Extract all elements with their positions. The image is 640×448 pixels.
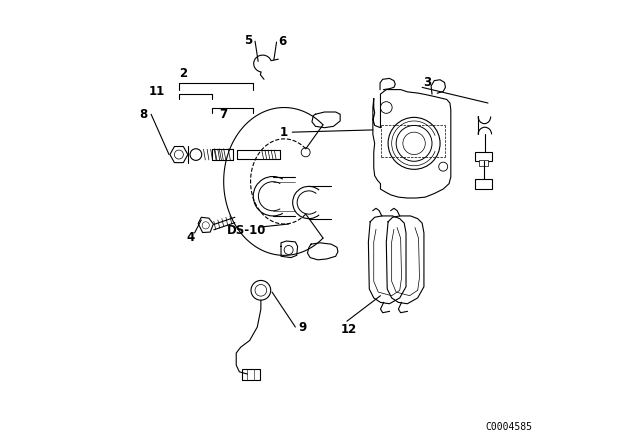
FancyBboxPatch shape [476,179,492,189]
Text: 4: 4 [186,231,194,244]
Text: DS-10: DS-10 [227,224,266,237]
Text: 8: 8 [139,108,147,121]
Text: 9: 9 [298,320,306,334]
FancyBboxPatch shape [476,152,492,161]
Circle shape [251,280,271,300]
Text: 12: 12 [341,323,357,336]
Text: 7: 7 [220,108,228,121]
FancyBboxPatch shape [242,369,260,380]
Text: 5: 5 [244,34,252,47]
Text: C0004585: C0004585 [486,422,533,432]
Polygon shape [198,217,213,233]
Text: 1: 1 [280,125,288,139]
Text: 11: 11 [148,85,164,99]
FancyBboxPatch shape [479,160,488,166]
Text: 6: 6 [278,34,286,48]
Text: 2: 2 [179,67,188,81]
Text: 3: 3 [424,76,431,90]
Polygon shape [170,146,188,163]
